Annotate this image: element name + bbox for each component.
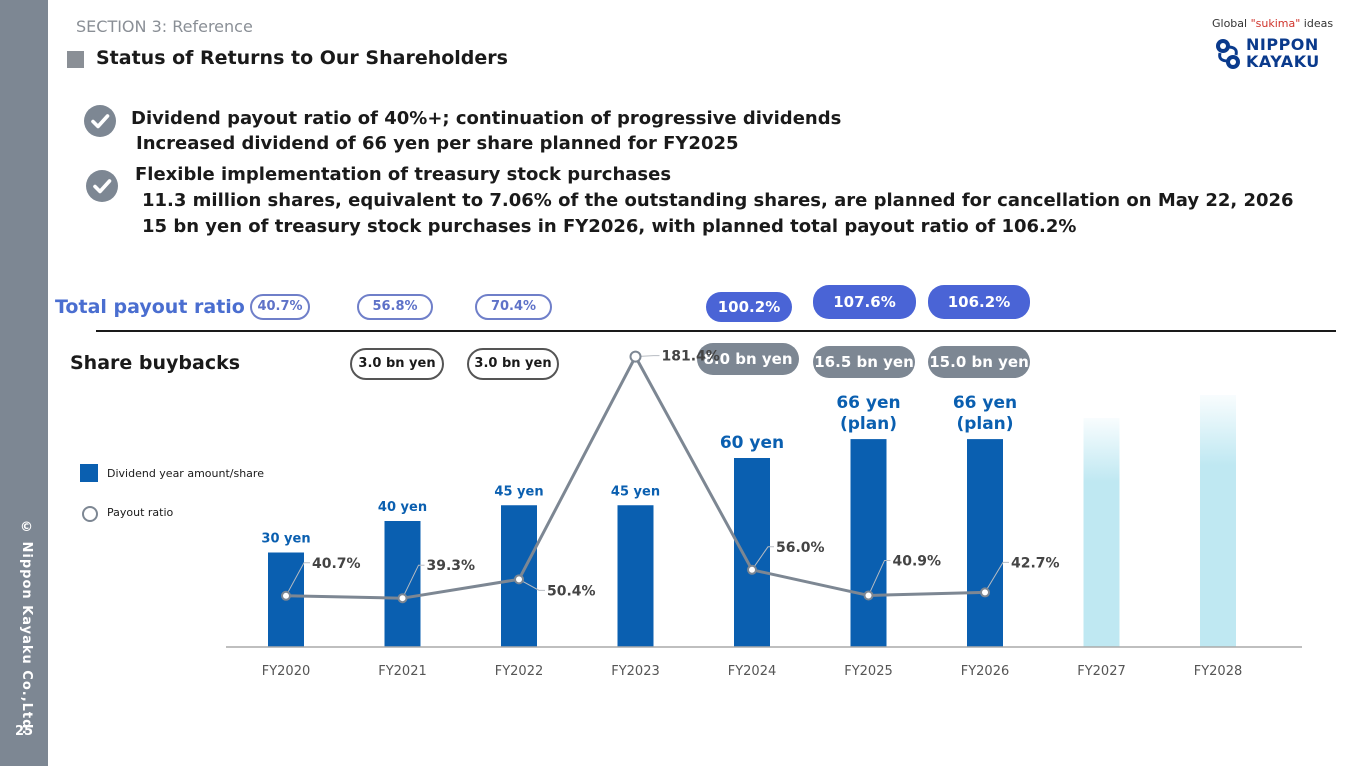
payout-ratio-badge: 100.2% [706,292,792,322]
bullet-detail: 11.3 million shares, equivalent to 7.06%… [142,190,1294,211]
x-tick-label: FY2028 [1194,664,1243,679]
future-bar [1083,418,1120,647]
bar-value-label: 60 yen [720,433,784,453]
bar-value-label: 66 yen [953,393,1017,413]
payout-ratio-point [397,593,408,604]
share-buybacks-label: Share buybacks [70,352,241,374]
payout-label-leader [518,578,545,591]
payout-ratio-point [281,590,291,601]
payout-label-leader [868,559,891,596]
x-tick-label: FY2020 [262,664,311,679]
payout-ratio-label: 50.4% [547,583,596,599]
bar-value-label: 30 yen [261,532,310,547]
logo-mark-icon [1216,39,1240,69]
payout-ratio-label: 40.9% [893,553,942,569]
x-tick-label: FY2024 [728,664,777,679]
payout-ratio-point [863,590,874,601]
x-tick-label: FY2021 [378,664,427,679]
bar-value-label: (plan) [840,414,897,434]
payout-ratio-badge: 106.2% [928,285,1030,319]
buyback-badge: 3.0 bn yen [467,348,559,380]
payout-ratio-badge: 70.4% [475,294,552,320]
x-tick-label: FY2027 [1077,664,1126,679]
x-tick-label: FY2026 [961,664,1010,679]
payout-ratio-point [514,574,524,585]
logo-tagline: Global "sukima" ideas [1212,17,1334,30]
bar-value-label: 45 yen [494,484,543,499]
buyback-badge: 15.0 bn yen [928,346,1030,378]
section-label: SECTION 3: Reference [76,17,253,36]
payout-label-leader [285,562,310,597]
title-marker [67,51,84,68]
bar-value-label: 45 yen [611,484,660,499]
future-bar [1200,395,1236,647]
bar-value-label: 66 yen [836,393,900,413]
payout-ratio-label: 42.7% [1011,555,1060,571]
sidebar: © Nippon Kayaku Co.,Ltd. 25 [0,0,48,766]
x-tick-label: FY2022 [495,664,544,679]
payout-label-leader [984,561,1009,593]
legend-line-marker [82,506,98,522]
payout-ratio-badge: 56.8% [357,294,433,320]
legend-bar-swatch [80,464,98,482]
dividend-bar [617,505,654,647]
payout-label-leader [751,546,774,571]
total-payout-ratio-label: Total payout ratio [55,296,245,318]
logo-wordmark: NIPPON KAYAKU [1246,35,1320,71]
payout-ratio-point [747,564,757,575]
payout-ratio-label: 56.0% [776,540,825,556]
legend-bar-label: Dividend year amount/share [107,467,264,480]
x-tick-label: FY2025 [844,664,893,679]
page-title: Status of Returns to Our Shareholders [96,47,508,69]
bar-value-label: (plan) [956,414,1013,434]
payout-ratio-label: 40.7% [312,556,361,572]
payout-ratio-point [980,587,990,598]
payout-ratio-point [629,350,642,363]
payout-label-leader [402,564,425,599]
payout-ratio-badge: 40.7% [250,294,310,320]
company-logo: Global "sukima" ideas NIPPON KAYAKU [1212,17,1334,73]
bullet-detail: Increased dividend of 66 yen per share p… [136,133,739,154]
payout-label-leader [635,355,660,358]
copyright-text: © Nippon Kayaku Co.,Ltd. [19,520,34,736]
dividend-bar [850,439,887,647]
payout-ratio-badge: 107.6% [813,285,916,319]
x-tick-label: FY2023 [611,664,660,679]
bullet-heading: Flexible implementation of treasury stoc… [135,164,672,185]
dividend-bar [384,521,421,647]
buyback-badge: 16.5 bn yen [813,346,915,378]
page-number: 25 [14,724,34,739]
payout-ratio-label: 181.4% [662,349,720,365]
buyback-badge: 8.0 bn yen [697,343,799,375]
buyback-badge: 3.0 bn yen [350,348,444,380]
payout-ratio-label: 39.3% [427,558,476,574]
divider [96,330,1336,332]
bullet-detail: 15 bn yen of treasury stock purchases in… [142,216,1077,237]
legend-line-label: Payout ratio [107,506,174,519]
dividend-bar [967,439,1003,647]
check-icon [86,170,118,202]
bar-value-label: 40 yen [378,500,427,515]
bullet-heading: Dividend payout ratio of 40%+; continuat… [131,108,842,129]
check-icon [84,105,116,137]
